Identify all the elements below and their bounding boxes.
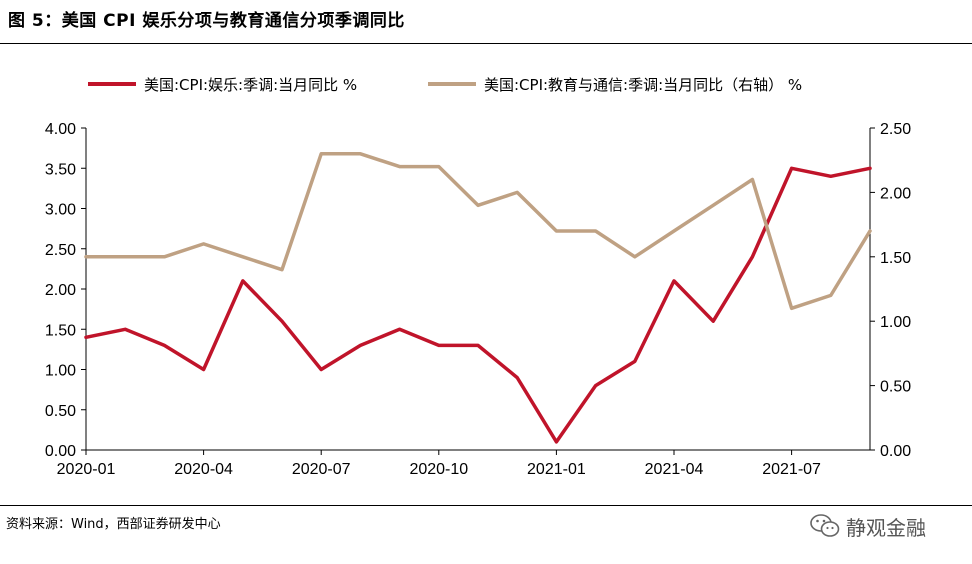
series-line-1 <box>84 166 872 444</box>
x-tick-label: 2021-01 <box>527 461 586 478</box>
figure-title: 图 5：美国 CPI 娱乐分项与教育通信分项季调同比 <box>8 11 405 31</box>
left-tick-label: 0.00 <box>45 443 76 460</box>
x-tick-label: 2020-04 <box>174 461 233 478</box>
left-tick-label: 3.00 <box>45 202 76 219</box>
left-tick-label: 4.00 <box>45 121 76 138</box>
x-tick-label: 2020-01 <box>57 461 116 478</box>
x-tick-label: 2020-10 <box>409 461 468 478</box>
left-tick-label: 1.00 <box>45 363 76 380</box>
right-tick-label: 1.00 <box>880 314 911 331</box>
series-line-2 <box>84 152 872 311</box>
x-tick-label: 2021-04 <box>645 461 704 478</box>
right-tick-label: 2.50 <box>880 121 911 138</box>
bottom-rule <box>0 505 972 506</box>
right-tick-label: 0.50 <box>880 379 911 396</box>
right-tick-label: 2.00 <box>880 185 911 202</box>
x-tick-label: 2020-07 <box>292 461 351 478</box>
left-tick-label: 1.50 <box>45 322 76 339</box>
left-tick-label: 3.50 <box>45 161 76 178</box>
left-tick-label: 0.50 <box>45 403 76 420</box>
source-note: 资料来源：Wind，西部证券研发中心 <box>6 517 221 532</box>
wechat-icon <box>810 514 840 537</box>
right-tick-label: 0.00 <box>880 443 911 460</box>
legend-label-1: 美国:CPI:娱乐:季调:当月同比 % <box>144 76 357 94</box>
top-rule <box>0 43 972 44</box>
legend-label-2: 美国:CPI:教育与通信:季调:当月同比（右轴） % <box>484 76 802 94</box>
x-tick-label: 2021-07 <box>762 461 821 478</box>
right-tick-label: 1.50 <box>880 250 911 267</box>
left-tick-label: 2.50 <box>45 242 76 259</box>
watermark: 静观金融 <box>810 508 926 544</box>
line-chart: 0.00 0.50 1.00 1.50 2.00 2.50 3.00 3.50 4.00 0.00… <box>45 76 911 478</box>
watermark-text: 静观金融 <box>846 515 926 540</box>
left-tick-label: 2.00 <box>45 282 76 299</box>
